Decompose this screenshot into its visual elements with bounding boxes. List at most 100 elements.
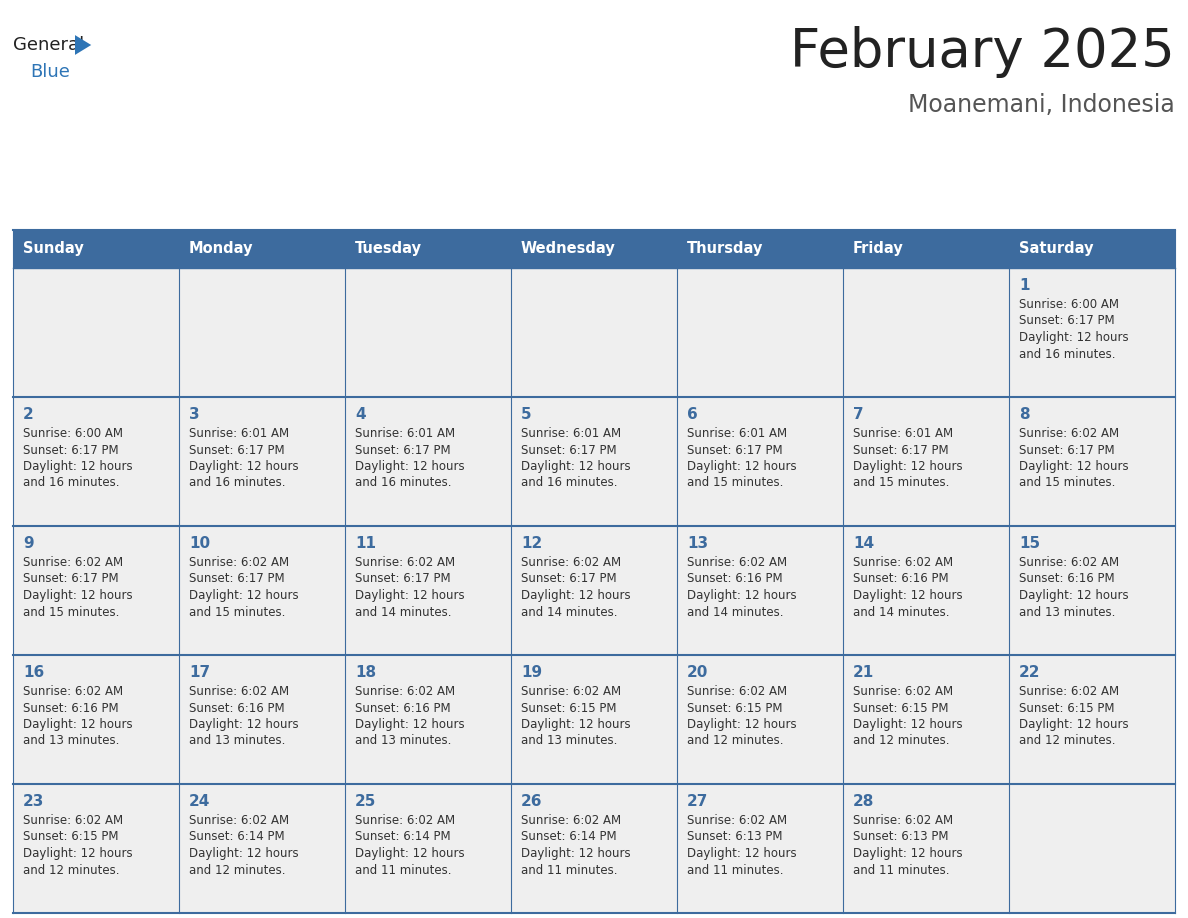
Text: and 13 minutes.: and 13 minutes. [522, 734, 618, 747]
Text: 21: 21 [853, 665, 874, 680]
Text: Daylight: 12 hours: Daylight: 12 hours [853, 847, 962, 860]
Text: Daylight: 12 hours: Daylight: 12 hours [189, 718, 298, 731]
Text: 3: 3 [189, 407, 200, 422]
Text: and 12 minutes.: and 12 minutes. [189, 864, 285, 877]
Polygon shape [75, 35, 91, 55]
Text: Daylight: 12 hours: Daylight: 12 hours [687, 718, 797, 731]
Text: Sunrise: 6:02 AM: Sunrise: 6:02 AM [189, 685, 289, 698]
Text: and 16 minutes.: and 16 minutes. [189, 476, 285, 489]
Text: Sunset: 6:15 PM: Sunset: 6:15 PM [853, 701, 948, 714]
Text: Sunset: 6:17 PM: Sunset: 6:17 PM [522, 573, 617, 586]
Text: and 12 minutes.: and 12 minutes. [23, 864, 120, 877]
Text: and 16 minutes.: and 16 minutes. [355, 476, 451, 489]
Text: Daylight: 12 hours: Daylight: 12 hours [1019, 589, 1129, 602]
Bar [511, 784, 677, 913]
Bar [13, 268, 179, 397]
Bar [677, 397, 843, 526]
Text: 28: 28 [853, 794, 874, 809]
Text: Sunset: 6:17 PM: Sunset: 6:17 PM [355, 443, 450, 456]
Text: Sunrise: 6:02 AM: Sunrise: 6:02 AM [522, 556, 621, 569]
Text: and 11 minutes.: and 11 minutes. [687, 864, 784, 877]
Text: Daylight: 12 hours: Daylight: 12 hours [23, 460, 133, 473]
Text: 26: 26 [522, 794, 543, 809]
Text: Sunrise: 6:02 AM: Sunrise: 6:02 AM [687, 814, 788, 827]
Text: Daylight: 12 hours: Daylight: 12 hours [23, 718, 133, 731]
Bar [843, 397, 1009, 526]
Text: Sunrise: 6:02 AM: Sunrise: 6:02 AM [355, 814, 455, 827]
Text: Saturday: Saturday [1019, 241, 1093, 256]
Text: Sunset: 6:15 PM: Sunset: 6:15 PM [23, 831, 119, 844]
Text: Daylight: 12 hours: Daylight: 12 hours [1019, 460, 1129, 473]
Text: Sunrise: 6:02 AM: Sunrise: 6:02 AM [355, 685, 455, 698]
Bar [511, 397, 677, 526]
Text: Daylight: 12 hours: Daylight: 12 hours [23, 847, 133, 860]
Text: Sunset: 6:16 PM: Sunset: 6:16 PM [23, 701, 119, 714]
Bar [1009, 784, 1175, 913]
Bar [843, 526, 1009, 655]
Text: and 11 minutes.: and 11 minutes. [853, 864, 949, 877]
Bar [677, 230, 843, 268]
Text: Daylight: 12 hours: Daylight: 12 hours [23, 589, 133, 602]
Text: Sunrise: 6:02 AM: Sunrise: 6:02 AM [853, 685, 953, 698]
Text: Sunset: 6:16 PM: Sunset: 6:16 PM [853, 573, 949, 586]
Text: 22: 22 [1019, 665, 1041, 680]
Bar [13, 526, 179, 655]
Text: Sunrise: 6:02 AM: Sunrise: 6:02 AM [522, 814, 621, 827]
Bar [1009, 655, 1175, 784]
Text: Daylight: 12 hours: Daylight: 12 hours [687, 460, 797, 473]
Text: General: General [13, 36, 84, 54]
Text: Sunset: 6:17 PM: Sunset: 6:17 PM [853, 443, 949, 456]
Text: Sunrise: 6:00 AM: Sunrise: 6:00 AM [1019, 298, 1119, 311]
Text: Daylight: 12 hours: Daylight: 12 hours [522, 460, 631, 473]
Text: Moanemani, Indonesia: Moanemani, Indonesia [909, 93, 1175, 117]
Text: 10: 10 [189, 536, 210, 551]
Text: Sunset: 6:17 PM: Sunset: 6:17 PM [189, 443, 285, 456]
Text: Blue: Blue [30, 63, 70, 81]
Text: Sunrise: 6:01 AM: Sunrise: 6:01 AM [687, 427, 788, 440]
Text: and 14 minutes.: and 14 minutes. [687, 606, 784, 619]
Text: Daylight: 12 hours: Daylight: 12 hours [1019, 718, 1129, 731]
Text: 5: 5 [522, 407, 531, 422]
Text: Daylight: 12 hours: Daylight: 12 hours [687, 589, 797, 602]
Text: 27: 27 [687, 794, 708, 809]
Text: Daylight: 12 hours: Daylight: 12 hours [355, 460, 465, 473]
Text: Sunrise: 6:02 AM: Sunrise: 6:02 AM [687, 556, 788, 569]
Text: Sunrise: 6:02 AM: Sunrise: 6:02 AM [853, 814, 953, 827]
Text: Sunset: 6:17 PM: Sunset: 6:17 PM [23, 573, 119, 586]
Text: Sunrise: 6:02 AM: Sunrise: 6:02 AM [1019, 685, 1119, 698]
Text: Monday: Monday [189, 241, 253, 256]
Bar [179, 655, 345, 784]
Text: Sunrise: 6:02 AM: Sunrise: 6:02 AM [23, 814, 124, 827]
Text: and 12 minutes.: and 12 minutes. [853, 734, 949, 747]
Text: Sunset: 6:17 PM: Sunset: 6:17 PM [355, 573, 450, 586]
Text: and 13 minutes.: and 13 minutes. [1019, 606, 1116, 619]
Text: 11: 11 [355, 536, 375, 551]
Bar [345, 784, 511, 913]
Text: Sunset: 6:14 PM: Sunset: 6:14 PM [522, 831, 617, 844]
Bar [345, 655, 511, 784]
Bar [1009, 268, 1175, 397]
Text: 8: 8 [1019, 407, 1030, 422]
Text: Sunrise: 6:00 AM: Sunrise: 6:00 AM [23, 427, 124, 440]
Text: 1: 1 [1019, 278, 1030, 293]
Bar [179, 268, 345, 397]
Text: 17: 17 [189, 665, 210, 680]
Text: Daylight: 12 hours: Daylight: 12 hours [687, 847, 797, 860]
Text: Sunrise: 6:02 AM: Sunrise: 6:02 AM [853, 556, 953, 569]
Text: Daylight: 12 hours: Daylight: 12 hours [189, 460, 298, 473]
Bar [1009, 230, 1175, 268]
Bar [511, 526, 677, 655]
Bar [1009, 397, 1175, 526]
Text: and 11 minutes.: and 11 minutes. [522, 864, 618, 877]
Text: Sunrise: 6:02 AM: Sunrise: 6:02 AM [23, 556, 124, 569]
Bar [1009, 526, 1175, 655]
Text: and 15 minutes.: and 15 minutes. [853, 476, 949, 489]
Bar [843, 784, 1009, 913]
Text: Sunrise: 6:02 AM: Sunrise: 6:02 AM [687, 685, 788, 698]
Bar [179, 526, 345, 655]
Bar [179, 784, 345, 913]
Text: Daylight: 12 hours: Daylight: 12 hours [853, 718, 962, 731]
Text: Sunset: 6:13 PM: Sunset: 6:13 PM [853, 831, 948, 844]
Text: 9: 9 [23, 536, 33, 551]
Text: 19: 19 [522, 665, 542, 680]
